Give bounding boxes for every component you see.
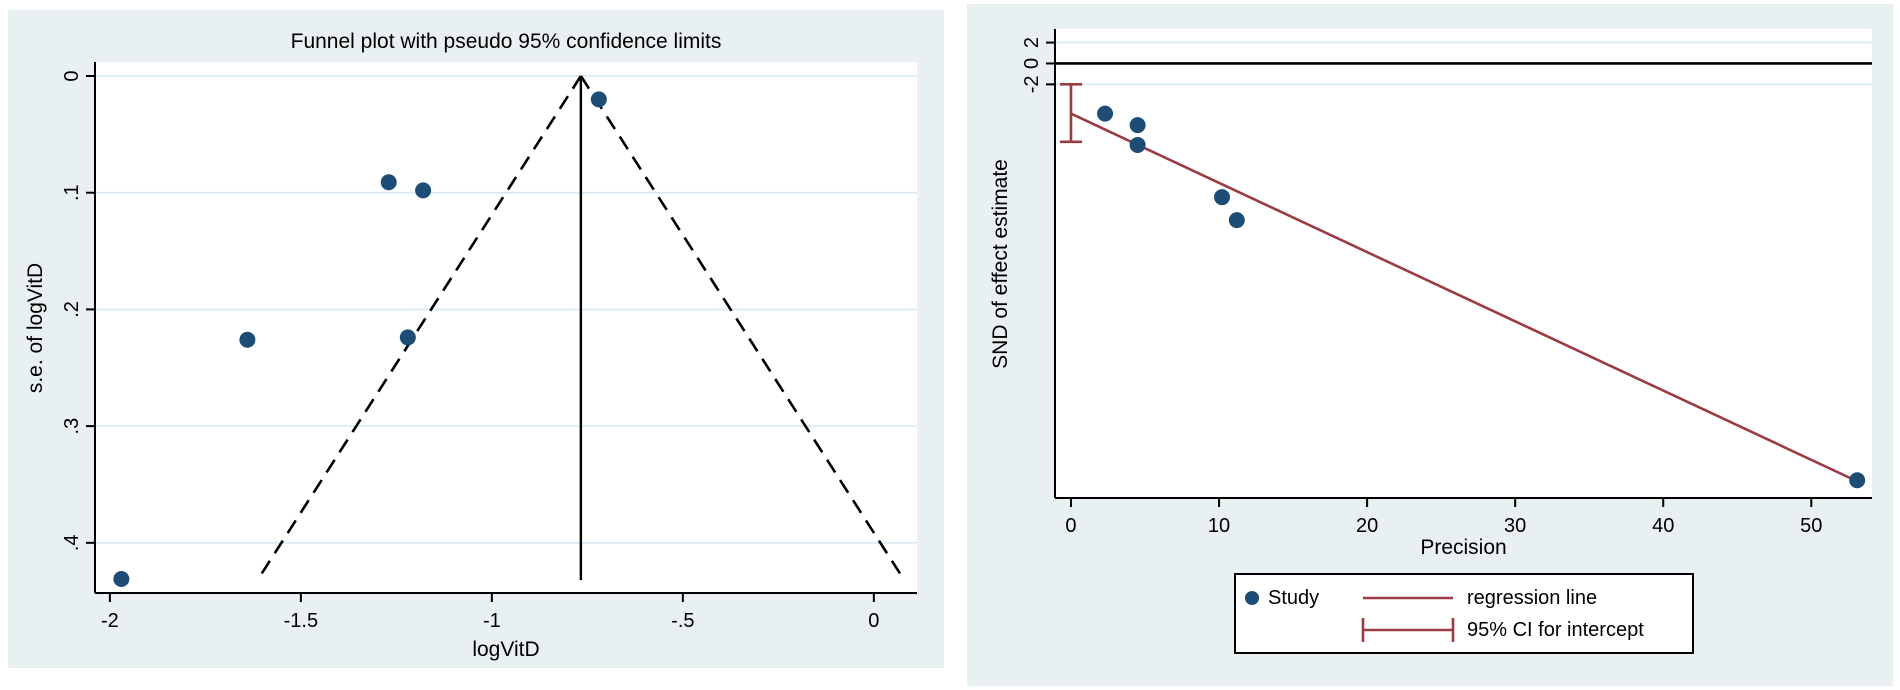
egger-x-tick-label: 0 [1065, 515, 1076, 537]
funnel-study-point [113, 570, 130, 587]
legend-box [1234, 573, 1694, 654]
egger-study-point [1129, 136, 1146, 153]
funnel-plot-title: Funnel plot with pseudo 95% confidence l… [290, 30, 722, 53]
egger-y-tick-label: 0 [1021, 58, 1043, 69]
funnel-left-confidence-limit-line [256, 75, 582, 581]
funnel-y-tick-label: .1 [61, 184, 83, 201]
egger-y-axis-title: SND of effect estimate [989, 158, 1012, 369]
funnel-y-axis-title: s.e. of logVitD [24, 262, 47, 393]
funnel-y-tick-label: .2 [61, 301, 83, 318]
egger-x-tick-label: 20 [1356, 515, 1378, 537]
legend-ci-label: 95% CI for intercept [1467, 619, 1644, 641]
egger-x-axis-title: Precision [1420, 536, 1507, 559]
funnel-x-tick-label: -2 [101, 610, 119, 632]
funnel-study-point [239, 331, 256, 348]
legend-study-marker [1245, 591, 1259, 605]
egger-study-point [1849, 472, 1866, 489]
funnel-x-tick-label: -1.5 [284, 610, 318, 632]
egger-x-tick-label: 30 [1504, 515, 1526, 537]
legend-study-label: Study [1268, 587, 1319, 609]
funnel-x-tick-label: -1 [483, 610, 501, 632]
funnel-study-point [590, 91, 607, 108]
funnel-y-tick-label: .4 [61, 534, 83, 551]
egger-x-tick-label: 50 [1800, 515, 1822, 537]
egger-y-tick-label: 2 [1021, 37, 1043, 48]
egger-study-point [1097, 105, 1114, 122]
egger-study-point [1214, 189, 1231, 206]
regression-line [1070, 112, 1863, 485]
funnel-y-tick-label: 0 [61, 70, 83, 81]
legend-regression-line-label: regression line [1467, 587, 1597, 609]
egger-y-tick-label: -2 [1021, 75, 1043, 93]
funnel-study-point [399, 329, 416, 346]
egger-study-point [1129, 117, 1146, 134]
funnel-study-point [415, 182, 432, 199]
egger-x-tick-label: 40 [1652, 515, 1674, 537]
funnel-right-confidence-limit-line [579, 75, 906, 581]
egger-plot-area [1055, 29, 1872, 498]
funnel-y-tick-label: .3 [61, 418, 83, 435]
egger-study-point [1228, 212, 1245, 229]
funnel-x-axis-title: logVitD [472, 638, 540, 661]
funnel-x-tick-label: 0 [868, 610, 879, 632]
funnel-study-point [380, 174, 397, 191]
funnel-x-tick-label: -.5 [671, 610, 694, 632]
egger-x-tick-label: 10 [1208, 515, 1230, 537]
funnel-plot-area [95, 62, 917, 593]
